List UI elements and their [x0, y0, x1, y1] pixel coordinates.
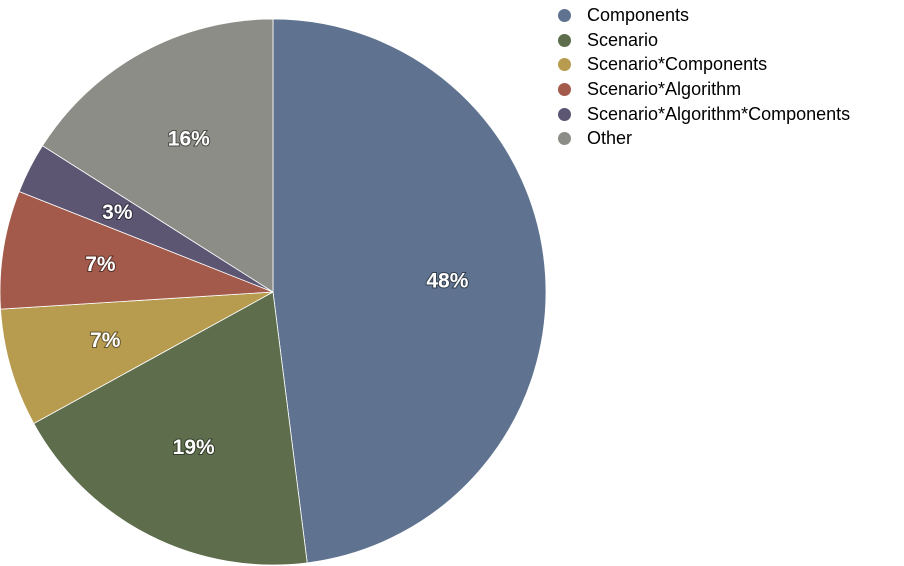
- pie-slice-label-other: 16%: [168, 127, 210, 150]
- legend-item-other: Other: [558, 126, 850, 151]
- pie-slice-components: [272, 18, 547, 564]
- legend-swatch: [558, 33, 571, 47]
- pie-slice-label-components: 48%: [426, 270, 468, 293]
- legend-label: Components: [587, 4, 690, 25]
- legend-item-scenario: Scenario: [558, 28, 850, 53]
- pie-slice-scenario: [33, 291, 308, 566]
- pie-slices: [0, 18, 547, 566]
- legend-swatch: [558, 132, 571, 146]
- legend-swatch: [558, 107, 571, 121]
- pie-slice-labels: 48% 19% 7% 7% 3% 16%: [84, 126, 469, 460]
- legend-label: Scenario: [587, 29, 659, 50]
- legend-swatch: [558, 58, 571, 72]
- pie-slice-label-scenario: 19%: [173, 436, 215, 459]
- legend-label: Scenario*Components: [587, 54, 768, 75]
- chart-legend: Components Scenario Scenario*Components Sce…: [558, 3, 850, 151]
- pie-slice-scenario-x-algorithm: [0, 190, 274, 310]
- legend-label: Scenario*Algorithm: [587, 78, 742, 99]
- pie-slice-label-scenario-x-algorithm: 7%: [85, 253, 116, 276]
- legend-item-scenario-x-algorithm: Scenario*Algorithm: [558, 77, 850, 102]
- legend-swatch: [558, 8, 571, 22]
- pie-slice-label-scenario-x-algorithm-x-components: 3%: [102, 201, 133, 224]
- legend-item-components: Components: [558, 3, 850, 28]
- legend-item-scenario-x-algorithm-x-components: Scenario*Algorithm*Components: [558, 102, 850, 127]
- legend-swatch: [558, 82, 571, 96]
- pie-slice-other: [41, 18, 274, 293]
- legend-item-scenario-x-components: Scenario*Components: [558, 52, 850, 77]
- legend-label: Other: [587, 128, 633, 149]
- pie-slice-label-scenario-x-components: 7%: [90, 329, 121, 352]
- pie-slice-scenario-x-components: [0, 291, 274, 425]
- legend-label: Scenario*Algorithm*Components: [587, 103, 851, 124]
